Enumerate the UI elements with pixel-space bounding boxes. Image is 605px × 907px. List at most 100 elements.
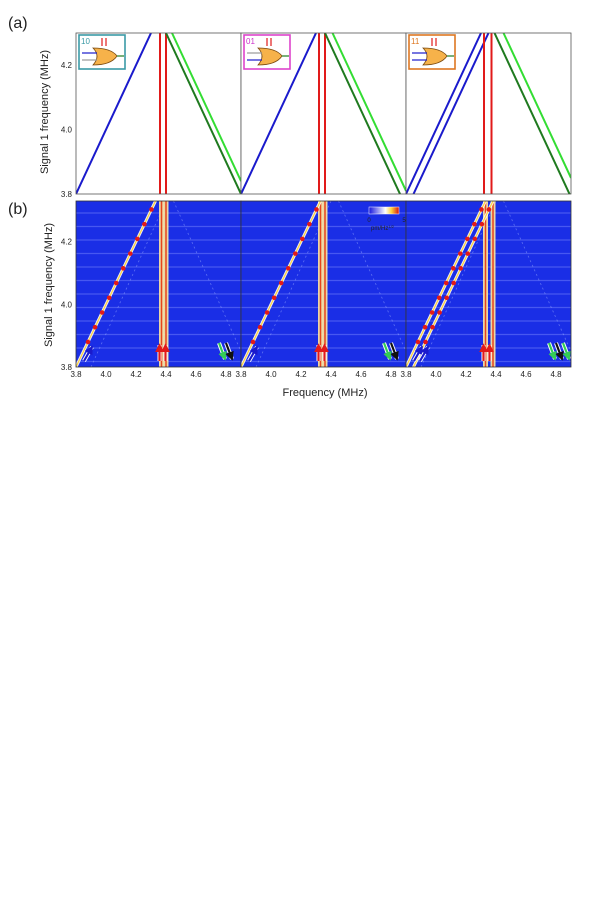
resonance-spot: [472, 236, 478, 242]
x-tick-label: 4.2: [295, 370, 307, 379]
resonance-spot: [142, 221, 147, 227]
colorbar-unit-base: pm/Hz: [371, 226, 388, 232]
arrow-blue: [83, 345, 93, 362]
resonance-spot: [85, 339, 91, 345]
x-tick-label: 4.4: [490, 370, 502, 379]
y-axis-label-a: Signal 1 frequency (MHz): [39, 50, 51, 174]
y-tick-label-b: 4.2: [61, 238, 73, 247]
colorbar-gradient: [368, 206, 400, 215]
resonance-spot: [300, 236, 305, 242]
subplot-a-3: 11: [405, 32, 572, 195]
colorbar: 0 5 pm/Hz1/2: [367, 206, 406, 232]
gate-inset: 10: [78, 34, 126, 70]
resonance-spot: [415, 339, 421, 345]
resonance-spot: [436, 295, 442, 301]
x-tick-label: 3.8: [70, 370, 82, 379]
resonance-spot: [128, 251, 133, 256]
resonance-spot: [264, 310, 270, 315]
subplot-a-2: 01: [240, 32, 407, 195]
x-tick-label: 4.8: [550, 370, 562, 379]
y-tick-label-a: 4.0: [61, 126, 73, 135]
resonance-spot: [120, 266, 126, 271]
resonance-spot: [257, 324, 263, 330]
resonance-spot: [271, 295, 277, 301]
gate-inset: 11: [408, 34, 456, 70]
gate-code: 10: [81, 37, 90, 46]
resonance-spot: [423, 339, 428, 345]
series-line-1: [241, 33, 317, 194]
arrow-blue: [248, 345, 258, 362]
heatmap-content: [76, 201, 241, 367]
heatmap-content: [241, 201, 406, 367]
resonance-spot: [479, 221, 485, 227]
colorbar-unit-exp: 1/2: [388, 224, 394, 229]
resonance-spot: [135, 236, 140, 242]
heatmap-content: [406, 201, 571, 367]
resonance-spot: [429, 310, 435, 315]
series-line-2: [412, 33, 490, 194]
arrow-green: [561, 342, 571, 361]
series-line-4: [324, 33, 402, 194]
colorbar-min: 0: [367, 218, 371, 224]
colorbar-unit: pm/Hz1/2: [371, 224, 395, 232]
resonance-spot: [443, 280, 449, 286]
resonance-spot: [450, 266, 456, 271]
resonance-spot: [472, 221, 477, 227]
resonance-spot: [422, 324, 428, 330]
resonance-spot: [92, 324, 98, 330]
x-tick-label: 4.8: [220, 370, 232, 379]
arrow-black: [224, 342, 234, 361]
resonance-spot: [293, 251, 298, 256]
resonance-spot: [106, 295, 112, 301]
faint-diagonal: [90, 201, 167, 367]
series-line-5: [493, 33, 571, 194]
x-tick-label: 4.4: [325, 370, 337, 379]
x-tick-label: 4.6: [355, 370, 367, 379]
resonance-spot: [314, 207, 319, 212]
x-tick-label: 4.2: [130, 370, 142, 379]
resonance-spot: [465, 236, 470, 242]
panel-b: 3.8 4.0 4.2 4.4 4.6 4.83.84.04.23.8 4.0 4.2 4.4 4…: [61, 200, 572, 379]
arrow-green: [547, 342, 557, 361]
resonance-spot: [285, 266, 291, 271]
arrow-black: [389, 342, 399, 361]
resonance-spot: [444, 295, 449, 301]
subplot-b-3: [405, 200, 572, 368]
x-tick-label: 4.6: [520, 370, 532, 379]
resonance-spot: [479, 207, 484, 212]
subplot-a-1: 10: [75, 32, 242, 195]
resonance-spot: [278, 280, 284, 286]
y-axis-label-b: Signal 1 frequency (MHz): [43, 223, 55, 347]
arrow-green: [217, 342, 227, 361]
panel-a: 10 3.8 4.0 4.2 01 11: [61, 32, 572, 199]
y-tick-label-b: 4.0: [61, 300, 73, 309]
colorbar-max: 5: [402, 218, 406, 224]
series-line-1: [76, 33, 152, 194]
resonance-spot: [458, 266, 464, 271]
x-tick-label: 4.8: [385, 370, 397, 379]
series-line-6: [502, 33, 571, 179]
x-tick-label: 4.0: [430, 370, 442, 379]
plot-frame: [405, 32, 572, 195]
gate-inset: 01: [243, 34, 291, 70]
x-tick-label: 4.4: [160, 370, 172, 379]
gate-code: 01: [246, 37, 255, 46]
series-line-5: [171, 33, 241, 182]
gate-code: 11: [411, 37, 420, 46]
series-group: [406, 33, 571, 194]
panel-a-label: (a): [8, 15, 28, 32]
subplot-b-2: [240, 200, 407, 368]
resonance-spot: [250, 339, 256, 345]
arrow-green: [382, 342, 392, 361]
y-tick-label-a: 4.2: [61, 61, 73, 70]
resonance-spot: [486, 207, 492, 212]
x-tick-label: 4.0: [265, 370, 277, 379]
resonance-spot: [113, 280, 119, 286]
x-tick-label: 4.0: [100, 370, 112, 379]
resonance-spot: [430, 324, 435, 330]
y-tick-label-b: 3.8: [61, 363, 73, 372]
resonance-spot: [307, 221, 312, 227]
x-axis-label: Frequency (MHz): [283, 387, 368, 399]
x-tick-label: 4.2: [460, 370, 472, 379]
